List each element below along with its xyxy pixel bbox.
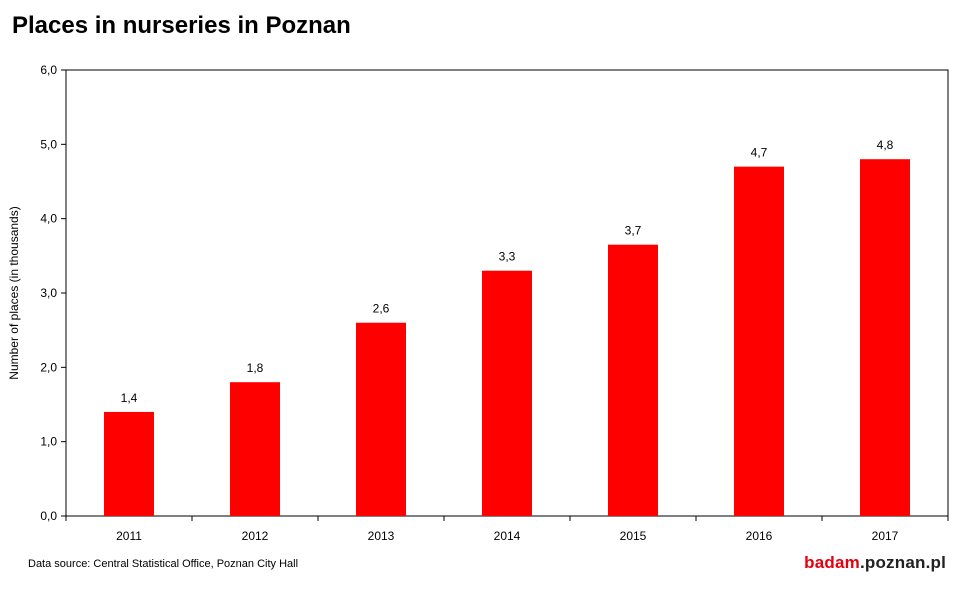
x-tick-label: 2012 xyxy=(242,529,269,543)
y-tick-label: 6,0 xyxy=(40,63,57,77)
brand-logo-part2: .poznan.pl xyxy=(859,553,946,572)
chart-title: Places in nurseries in Poznan xyxy=(12,12,351,39)
bar xyxy=(482,270,532,516)
bar-value-label: 4,8 xyxy=(877,138,894,152)
x-tick-label: 2013 xyxy=(368,529,395,543)
y-tick-label: 0,0 xyxy=(40,509,57,523)
data-source-note: Data source: Central Statistical Office,… xyxy=(28,558,299,570)
x-tick-label: 2016 xyxy=(746,529,773,543)
bar xyxy=(356,322,406,516)
y-axis-label: Number of places (in thousands) xyxy=(7,206,21,379)
bar-value-label: 2,6 xyxy=(373,302,390,316)
bar xyxy=(608,244,658,516)
bar xyxy=(734,166,784,516)
y-tick-label: 5,0 xyxy=(40,137,57,151)
y-tick-label: 3,0 xyxy=(40,286,57,300)
x-tick-label: 2015 xyxy=(620,529,647,543)
bar-value-label: 4,7 xyxy=(751,146,768,160)
x-tick-label: 2011 xyxy=(116,529,142,543)
plot-area: 0,0 1,0 2,0 3,0 4,0 5,0 6,0 Number of places (i… xyxy=(7,63,949,543)
bar-value-label: 1,4 xyxy=(121,391,138,405)
bar-value-label: 3,7 xyxy=(625,224,642,238)
y-tick-label: 4,0 xyxy=(40,212,57,226)
brand-logo-part1: badam xyxy=(804,553,860,572)
x-tick-label: 2017 xyxy=(872,529,899,543)
bar xyxy=(860,159,910,516)
bar xyxy=(230,382,280,516)
bar-value-label: 3,3 xyxy=(499,250,516,264)
brand-logo: badam.poznan.pl xyxy=(804,553,946,573)
bar xyxy=(104,411,154,516)
y-tick-label: 1,0 xyxy=(40,435,57,449)
y-tick-label: 2,0 xyxy=(40,360,57,374)
bar-value-label: 1,8 xyxy=(247,361,264,375)
x-tick-label: 2014 xyxy=(494,529,521,543)
